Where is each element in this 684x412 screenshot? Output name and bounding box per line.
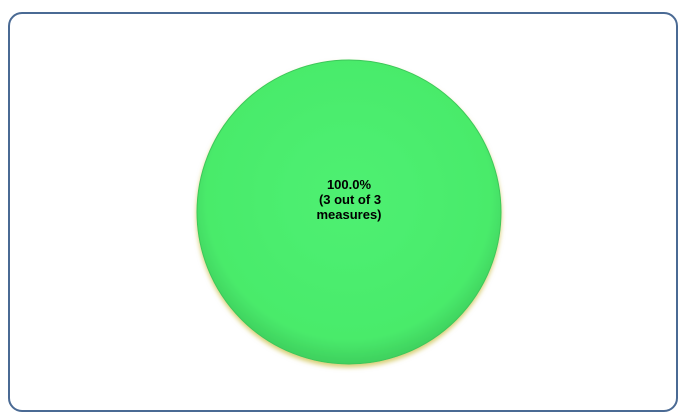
pie-labels: 100.0% (3 out of 3 measures)	[316, 177, 381, 222]
pie-slice[interactable]	[196, 59, 502, 365]
slice-label-line: (3 out of 3	[319, 192, 381, 207]
slice-label-line: 100.0%	[327, 177, 372, 192]
slice-label-line: measures)	[316, 207, 381, 222]
pie-chart: 100.0% (3 out of 3 measures)	[196, 59, 502, 365]
slice-data-label: 100.0% (3 out of 3 measures)	[316, 177, 381, 222]
chart-card: 100.0% (3 out of 3 measures)	[8, 12, 678, 412]
pie-slices	[196, 59, 502, 365]
